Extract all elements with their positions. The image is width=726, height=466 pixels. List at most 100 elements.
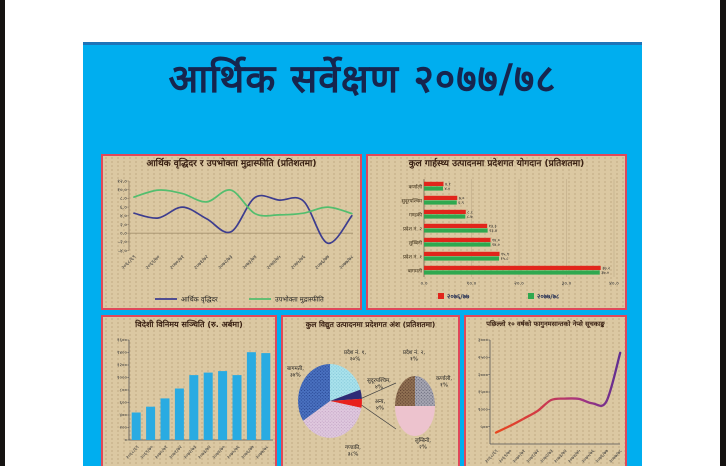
svg-text:६.९: ६.९ [458,200,464,205]
svg-text:गण्डकी,: गण्डकी, [345,444,361,451]
svg-text:२०७२/७३: २०७२/७३ [217,254,234,271]
svg-text:२०७५/७६: २०७५/७६ [226,444,242,461]
svg-text:४%: ४% [376,406,384,412]
svg-text:-२.०: -२.० [118,240,127,246]
svg-text:२०%: २०% [350,357,361,363]
svg-text:२०६८/६९: २०६८/६९ [125,444,141,461]
svg-text:३४%: ३४% [290,373,301,379]
svg-text:१५.९: १५.९ [501,252,509,257]
svg-text:८.८: ८.८ [467,210,473,215]
svg-text:१२००: १२०० [117,363,127,369]
svg-text:२०६८/६९: २०६८/६९ [484,448,500,465]
svg-text:२०७६/७७: २०७६/७७ [314,254,331,271]
svg-text:१%: १% [410,357,418,363]
svg-text:४.१: ४.१ [445,182,451,187]
svg-text:१०.०: १०.० [467,281,477,287]
svg-text:८००: ८०० [120,389,128,394]
svg-text:२०७३/७४: २०७३/७४ [241,254,258,271]
svg-text:२०.०: २०.० [514,281,524,287]
svg-text:२०७२/७३: २०७२/७३ [539,448,555,465]
svg-text:२०७७/७८: २०७७/७८ [608,448,624,465]
svg-text:प्रदेश नं. १: प्रदेश नं. १ [403,254,422,261]
svg-text:२०७३/७४: २०७३/७४ [553,448,569,465]
chart-electricity-share-plot: प्रदेश नं. १,२०%सुदूरपश्चिम,४%अन्य,४%गण्… [287,349,452,458]
svg-text:१२.०: १२.० [117,179,127,185]
svg-text:१३.४: १३.४ [489,228,497,233]
svg-text:१०००: १००० [478,407,488,413]
chart-nepse-index-title: पछिल्लो १० वर्षको फागुनमसान्तको नेप्से स… [486,320,605,328]
svg-text:२०७१/७२: २०७१/७२ [525,448,541,465]
svg-text:८.०: ८.० [120,196,127,202]
svg-text:२०६९/७०: २०६९/७० [498,448,514,465]
svg-text:१%: १% [440,383,448,389]
svg-text:२०७५/७६: २०७५/७६ [290,254,307,271]
svg-text:४००: ४०० [120,414,128,419]
chart-panel-growth-inflation: आर्थिक वृद्धिदर र उपभोक्ता मुद्रास्फीति … [101,154,362,310]
svg-text:२%: २% [419,445,427,451]
chart-gdp-province-title: कुल गार्हस्थ्य उत्पादनमा प्रदेशगत योगदान… [408,159,585,169]
svg-text:२०७७/७८: २०७७/७८ [338,254,355,271]
svg-text:२०६९/७०: २०६९/७० [139,444,155,461]
svg-text:२०६८/६९: २०६८/६९ [120,254,137,271]
svg-text:२०७४/७५: २०७४/७५ [567,448,583,465]
svg-text:३७.०: ३७.० [601,270,609,275]
chart-panel-forex-reserves: विदेशी विनिमय सञ्चिति (रु. अर्बमा) १६०० १… [101,315,277,466]
svg-text:१३.३: १३.३ [489,224,497,229]
svg-text:२०००: २००० [478,372,488,378]
svg-text:-४.०: -४.० [118,248,127,254]
svg-text:१०००: १००० [117,375,127,381]
svg-text:१५.८: १५.८ [501,256,509,261]
svg-text:६.०: ६.० [120,205,127,211]
economic-survey-poster: आर्थिक सर्वेक्षण २०७७/७८ आर्थिक वृद्धिदर… [83,42,642,466]
svg-text:१०.०: १०.० [117,188,127,194]
svg-text:०.०: ०.० [420,281,427,287]
svg-text:१४००: १४०० [117,350,127,356]
svg-text:२०७०/७१: २०७०/७१ [154,444,170,461]
chart-panel-electricity-share: कुल विद्युत उत्पादनमा प्रदेशगत अंश (प्रत… [281,315,460,466]
svg-text:२०७०/७१: २०७०/७१ [169,254,186,271]
svg-text:बागमती: बागमती [408,268,423,275]
svg-text:२०६९/७०: २०६९/७० [145,254,162,271]
svg-text:२०७७/७८: २०७७/७८ [255,444,271,461]
svg-text:२०७१/७२: २०७१/७२ [168,444,184,461]
svg-text:२०७१/७२: २०७१/७२ [193,254,210,271]
svg-text:२०७५/७६: २०७५/७६ [581,448,597,465]
svg-text:२०७०/७१: २०७०/७१ [512,448,528,465]
svg-text:४.०: ४.० [120,214,127,220]
svg-text:प्रदेश नं. १,: प्रदेश नं. १, [344,349,367,356]
svg-text:७.०: ७.० [459,196,465,201]
svg-text:कर्णाली,: कर्णाली, [436,375,452,382]
left-black-edge [0,0,5,466]
svg-text:२०७४/७५: २०७४/७५ [266,254,283,271]
right-black-edge [720,0,726,466]
svg-text:२५००: २५०० [478,355,488,361]
svg-text:३०.०: ३०.० [562,281,572,287]
svg-text:३८%: ३८% [348,452,359,458]
chart-panel-gdp-province: कुल गार्हस्थ्य उत्पादनमा प्रदेशगत योगदान… [366,154,627,310]
svg-text:२०७६/७७: २०७६/७७ [447,292,470,300]
svg-text:२०७६/७७: २०७६/७७ [594,448,610,465]
svg-text:२०७६/७७: २०७६/७७ [240,444,256,461]
svg-text:कर्णाली: कर्णाली [409,184,423,191]
svg-text:२०७३/७४: २०७३/७४ [197,444,213,461]
svg-text:८.७: ८.७ [467,214,474,219]
svg-text:४%: ४% [375,385,383,391]
svg-text:उपभोक्ता मुद्रास्फीति: उपभोक्ता मुद्रास्फीति [275,295,324,303]
svg-text:०.०: ०.० [120,231,127,237]
chart-panel-nepse-index: पछिल्लो १० वर्षको फागुनमसान्तको नेप्से स… [464,315,627,466]
svg-text:५००: ५०० [481,424,489,430]
svg-text:सुदूरपश्चिम,: सुदूरपश्चिम, [367,377,391,384]
chart-growth-inflation-title: आर्थिक वृद्धिदर र उपभोक्ता मुद्रास्फीति … [146,159,317,169]
svg-text:१४.०: १४.० [492,238,500,243]
chart-gdp-province-plot: ०.० १०.० २०.० ३०.० ४०.० कर्णाली ४.१४.० सुदूरपश्… [401,179,619,300]
svg-text:३०००: ३००० [478,338,488,344]
svg-text:४०.०: ४०.० [609,281,619,287]
chart-electricity-share-title: कुल विद्युत उत्पादनमा प्रदेशगत अंश (प्रत… [305,320,436,329]
chart-forex-reserves-title: विदेशी विनिमय सञ्चिति (रु. अर्बमा) [135,320,243,329]
svg-text:२०७७/७८: २०७७/७८ [537,292,560,300]
svg-text:०: ० [125,439,128,444]
svg-text:३७.२: ३७.२ [602,266,610,271]
svg-text:१६००: १६०० [117,338,127,344]
